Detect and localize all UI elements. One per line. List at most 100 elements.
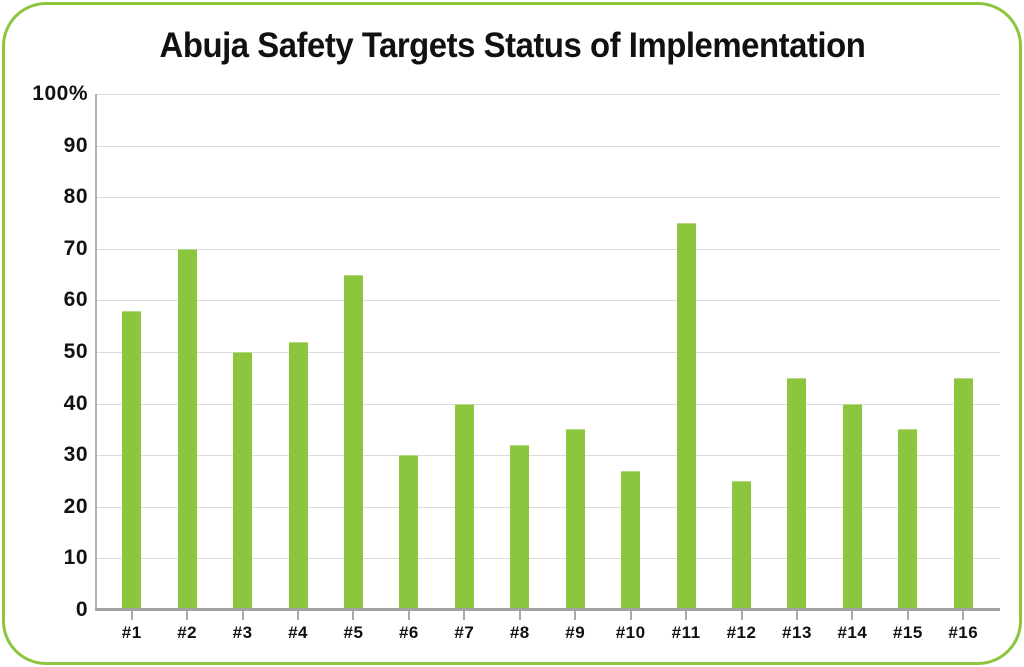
bar <box>842 403 862 610</box>
gridline <box>95 352 1000 353</box>
x-tick-label: #10 <box>615 623 646 642</box>
bar-slot <box>326 94 381 610</box>
bars-row <box>95 94 1000 610</box>
y-tick-label: 80 <box>63 185 88 209</box>
tick-mark <box>740 611 743 620</box>
bar-slot <box>658 94 713 610</box>
y-tick-label: 50 <box>63 340 88 363</box>
x-tick-label: #13 <box>782 623 812 642</box>
bar <box>399 455 419 610</box>
y-axis-labels: 100% 90 80 70 60 50 40 30 20 10 0 <box>10 83 88 621</box>
x-tick-label: #2 <box>177 623 198 642</box>
x-tick-label: #5 <box>343 623 364 642</box>
x-axis-line <box>95 608 1000 611</box>
gridline <box>95 197 1000 199</box>
bar-slot <box>270 94 325 610</box>
x-slot: #7 <box>437 611 492 643</box>
bar-slot <box>880 94 935 610</box>
bar <box>787 377 807 610</box>
x-tick-label: #11 <box>671 623 701 642</box>
x-tick-label: #8 <box>509 623 530 642</box>
y-axis-line <box>95 94 97 610</box>
x-slot: #15 <box>880 611 935 643</box>
bar-slot <box>492 94 547 610</box>
gridline <box>95 248 1000 250</box>
y-tick-label: 30 <box>63 443 88 467</box>
bar-slot <box>437 94 492 610</box>
tick-mark <box>297 611 300 620</box>
x-slot: #6 <box>381 611 436 643</box>
x-slot: #5 <box>326 611 381 643</box>
tick-mark <box>352 611 355 620</box>
bar <box>122 310 142 610</box>
bar-slot <box>548 94 603 610</box>
bar <box>510 444 530 610</box>
x-slot: #1 <box>104 611 159 643</box>
tick-mark <box>851 611 854 620</box>
tick-mark <box>518 611 521 620</box>
bar <box>343 274 363 610</box>
x-tick-label: #15 <box>892 623 923 642</box>
bar-slot <box>936 94 991 610</box>
gridline <box>95 403 1000 405</box>
x-slot: #2 <box>159 611 214 643</box>
bar <box>732 481 752 610</box>
y-tick-label: 10 <box>63 546 88 570</box>
x-tick-label: #6 <box>398 623 419 642</box>
x-slot: #13 <box>769 611 824 643</box>
x-tick-label: #4 <box>288 623 308 642</box>
gridline <box>95 145 1000 147</box>
x-axis-labels: #1 #2 #3 #4 #5 #6 #7 #8 #9 #10 #11 #12 #13 #14 #15 #16 <box>95 611 1000 643</box>
gridline <box>95 94 1000 95</box>
bar <box>454 403 474 610</box>
tick-mark <box>629 611 632 620</box>
x-slot: #16 <box>936 611 991 643</box>
x-tick-label: #16 <box>948 623 979 642</box>
x-tick-label: #7 <box>454 623 475 642</box>
x-slot: #3 <box>215 611 270 643</box>
bar <box>233 352 253 610</box>
bar-slot <box>825 94 880 610</box>
chart-title: Abuja Safety Targets Status of Implement… <box>159 26 865 65</box>
tick-mark <box>685 611 688 620</box>
x-slot: #9 <box>548 611 603 643</box>
bar-slot <box>381 94 436 610</box>
bar <box>621 470 641 610</box>
bar <box>676 223 696 610</box>
y-tick-label: 20 <box>63 494 88 518</box>
tick-mark <box>186 611 189 620</box>
tick-mark <box>906 611 909 620</box>
tick-mark <box>241 611 244 620</box>
y-tick-label: 40 <box>63 391 88 415</box>
gridline <box>95 455 1000 457</box>
y-tick-label: 90 <box>63 133 88 157</box>
bar-slot <box>159 94 214 610</box>
x-slot: #12 <box>714 611 769 643</box>
x-tick-label: #3 <box>232 623 253 642</box>
tick-mark <box>407 611 410 620</box>
tick-mark <box>130 611 133 620</box>
bar <box>953 377 973 610</box>
x-tick-label: #9 <box>565 623 586 642</box>
tick-mark <box>574 611 577 620</box>
y-tick-label: 70 <box>63 236 88 260</box>
tick-mark <box>463 611 466 620</box>
tick-mark <box>962 611 965 620</box>
bar-slot <box>215 94 270 610</box>
gridline <box>95 506 1000 508</box>
x-slot: #11 <box>658 611 713 643</box>
x-slot: #14 <box>825 611 880 643</box>
y-tick-label: 60 <box>63 288 88 312</box>
title-container: Abuja Safety Targets Status of Implement… <box>0 26 1024 66</box>
x-slot: #10 <box>603 611 658 643</box>
x-slot: #4 <box>270 611 325 643</box>
gridline <box>95 300 1000 302</box>
tick-mark <box>795 611 798 620</box>
x-tick-label: #12 <box>726 623 757 642</box>
x-tick-label: #14 <box>837 623 868 642</box>
bar <box>898 429 918 610</box>
plot-area <box>95 94 1000 611</box>
bar-slot <box>104 94 159 610</box>
bar <box>565 429 585 610</box>
